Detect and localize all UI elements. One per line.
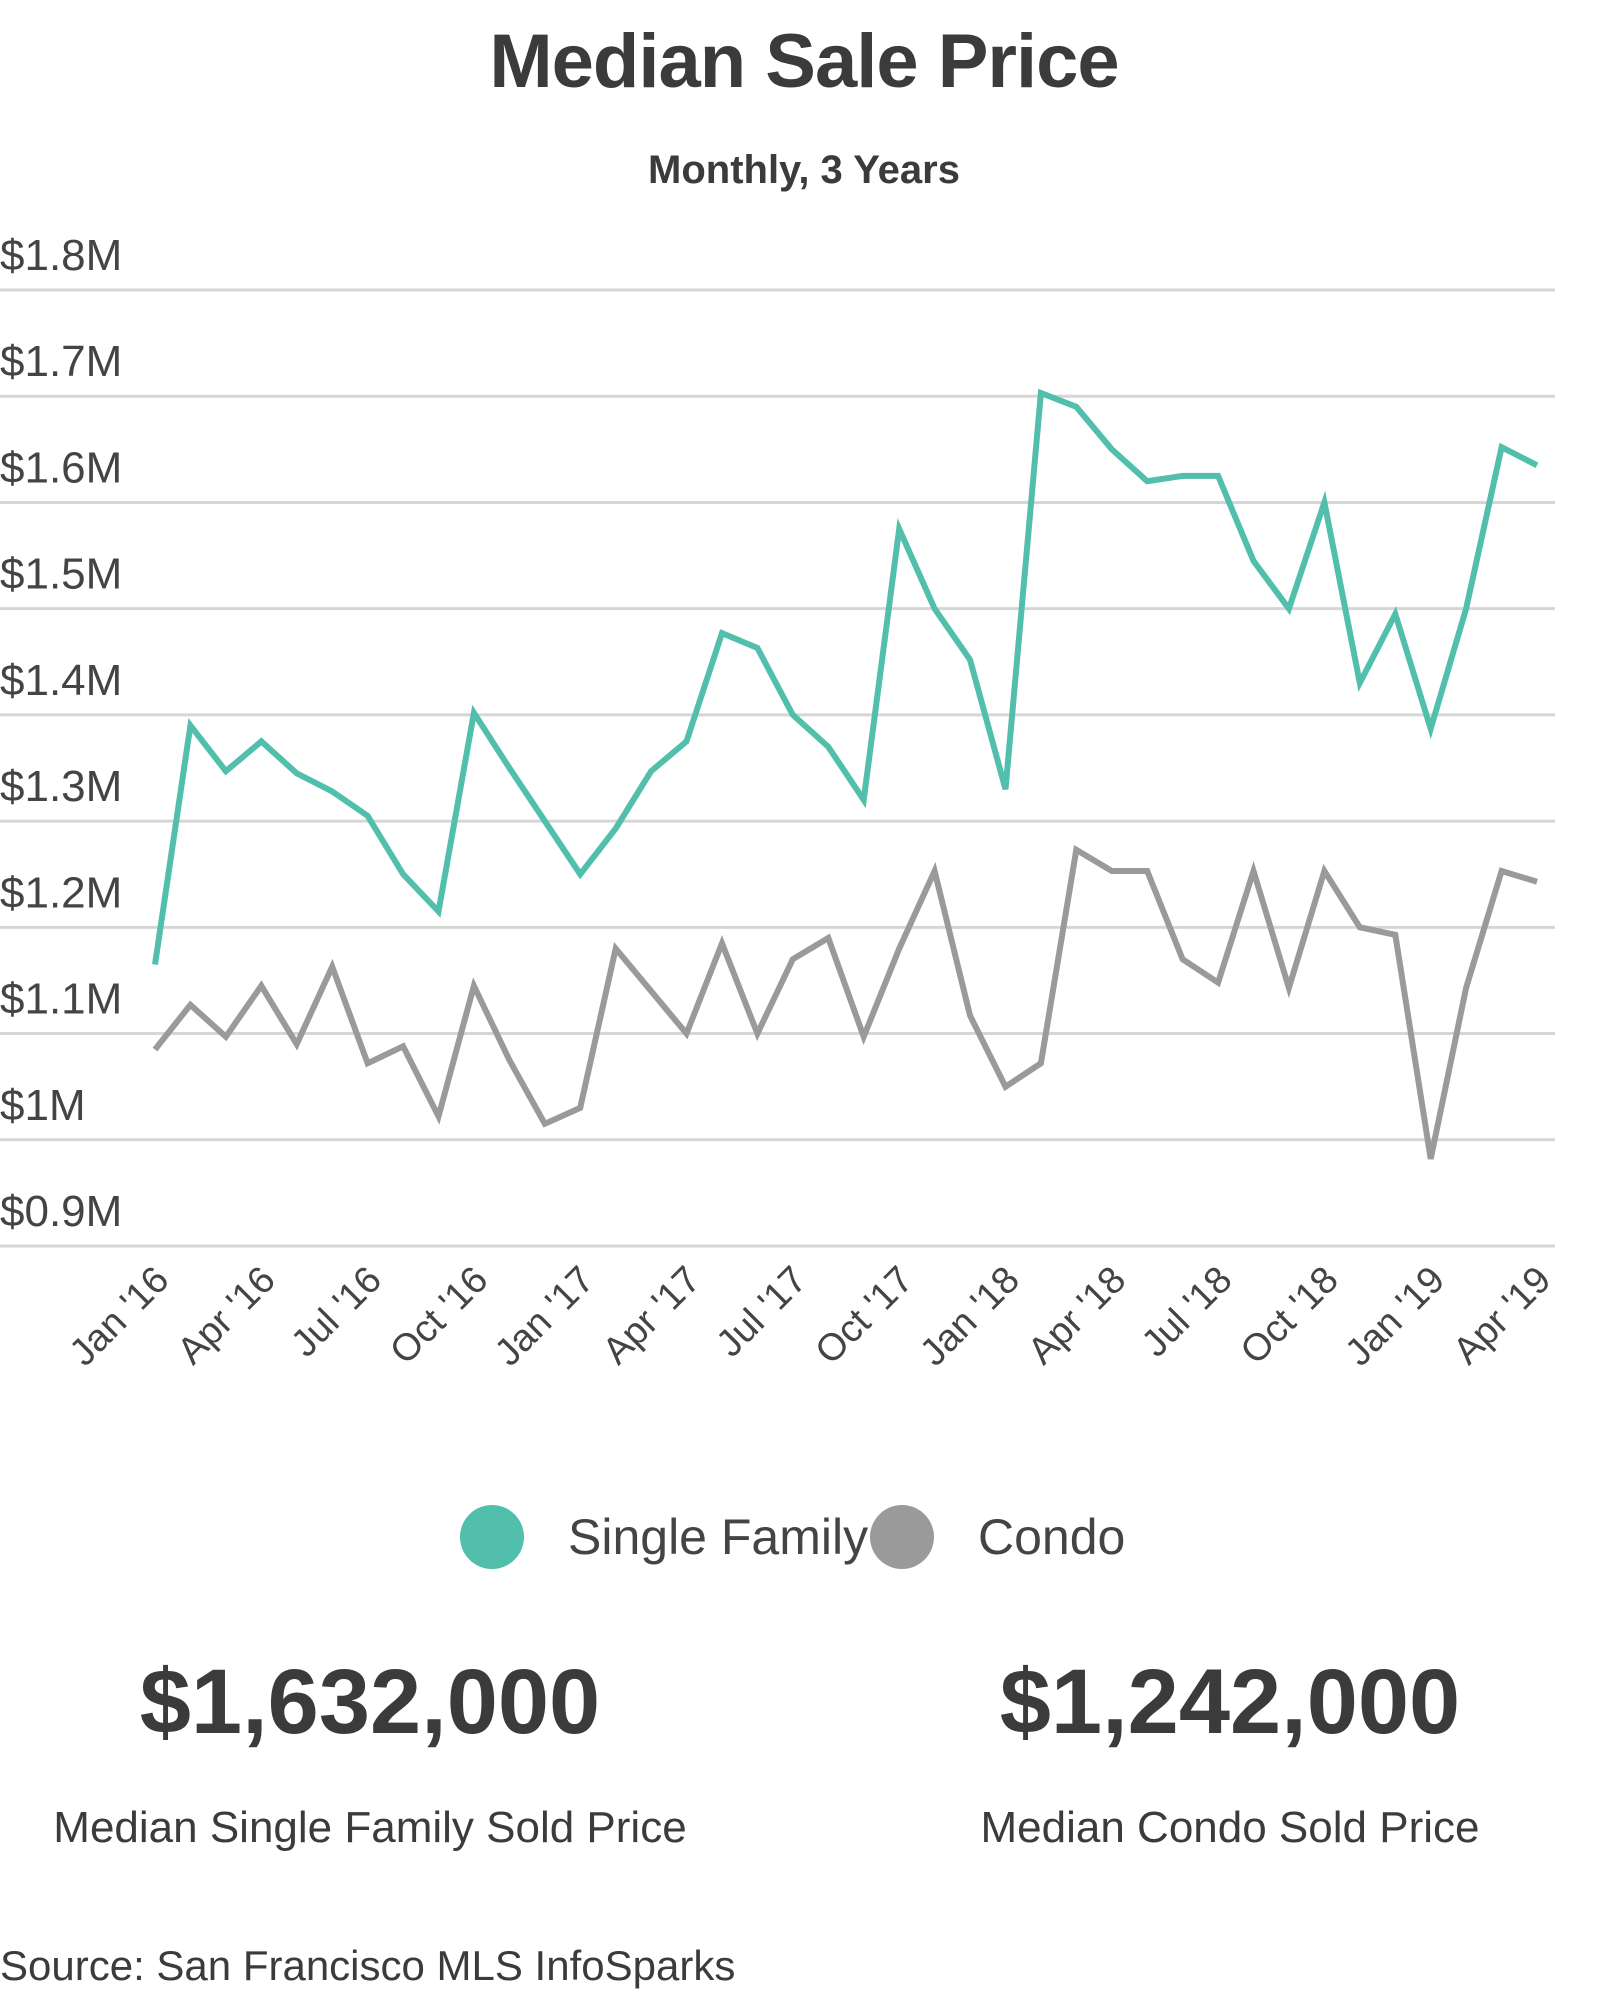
series-line-condo[interactable] bbox=[152, 844, 1538, 1160]
x-tick-label: Jan '19 bbox=[1338, 1259, 1454, 1375]
condo-median-value: $1,242,000 bbox=[999, 1651, 1461, 1753]
y-tick-label: $1.4M bbox=[0, 656, 122, 705]
legend: Single Family Condo bbox=[0, 1505, 1608, 1575]
condo-median-label: Median Condo Sold Price bbox=[980, 1803, 1480, 1852]
condo-swatch-icon bbox=[870, 1505, 934, 1569]
source-note: Source: San Francisco MLS InfoSparks bbox=[0, 1942, 736, 1989]
legend-item-condo[interactable]: Condo bbox=[870, 1505, 1125, 1569]
legend-label-condo: Condo bbox=[978, 1509, 1126, 1565]
y-axis-ticks: $1.8M $1.7M $1.6M $1.5M $1.4M $1.3M $1.2M $1.1M… bbox=[0, 231, 122, 1236]
x-tick-label: Oct '16 bbox=[382, 1259, 496, 1373]
y-tick-label: $1.2M bbox=[0, 868, 122, 917]
x-tick-label: Jan '17 bbox=[487, 1259, 603, 1375]
x-tick-label: Oct '18 bbox=[1233, 1259, 1347, 1373]
chart-subtitle: Monthly, 3 Years bbox=[648, 148, 960, 192]
y-tick-label: $1.5M bbox=[0, 550, 122, 599]
y-tick-label: $1.1M bbox=[0, 975, 122, 1024]
x-tick-label: Apr '17 bbox=[595, 1259, 709, 1373]
x-tick-label: Jul '17 bbox=[709, 1259, 816, 1366]
gridlines bbox=[0, 288, 1555, 1248]
x-tick-label: Jul '18 bbox=[1134, 1259, 1241, 1366]
x-tick-label: Apr '19 bbox=[1445, 1259, 1559, 1373]
x-tick-label: Jan '18 bbox=[912, 1259, 1028, 1375]
y-tick-label: $1.6M bbox=[0, 443, 122, 492]
series-line-single-family[interactable] bbox=[152, 388, 1539, 965]
y-tick-label: $1.3M bbox=[0, 762, 122, 811]
series-lines bbox=[152, 388, 1539, 1160]
legend-label-single-family: Single Family bbox=[568, 1509, 869, 1565]
x-tick-label: Apr '18 bbox=[1020, 1259, 1134, 1373]
single-family-median-label: Median Single Family Sold Price bbox=[53, 1803, 687, 1852]
line-chart: $1.8M $1.7M $1.6M $1.5M $1.4M $1.3M $1.2M $1.1M… bbox=[0, 231, 1560, 1375]
single-family-median-value: $1,632,000 bbox=[139, 1651, 601, 1753]
single-family-swatch-icon bbox=[460, 1505, 524, 1569]
x-tick-label: Jul '16 bbox=[283, 1259, 390, 1366]
chart-title: Median Sale Price bbox=[489, 19, 1119, 104]
x-tick-label: Jan '16 bbox=[62, 1259, 178, 1375]
y-tick-label: $1.7M bbox=[0, 337, 122, 386]
y-tick-label: $1.8M bbox=[0, 231, 122, 280]
x-tick-label: Oct '17 bbox=[808, 1259, 922, 1373]
x-tick-label: Apr '16 bbox=[170, 1259, 284, 1373]
legend-item-single-family[interactable]: Single Family bbox=[460, 1505, 868, 1569]
y-tick-label: $1M bbox=[0, 1081, 86, 1130]
y-tick-label: $0.9M bbox=[0, 1187, 122, 1236]
